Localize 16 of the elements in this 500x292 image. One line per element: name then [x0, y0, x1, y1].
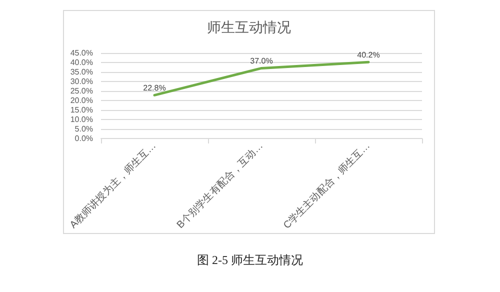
- chart-title: 师生互动情况: [207, 19, 291, 35]
- y-tick-label: 20.0%: [70, 96, 93, 105]
- y-tick-label: 45.0%: [70, 48, 93, 58]
- y-tick-label: 35.0%: [70, 67, 93, 76]
- data-label: 40.2%: [357, 50, 380, 60]
- caption: 图 2-5 师生互动情况: [196, 252, 304, 269]
- y-tick-label: 10.0%: [70, 114, 93, 124]
- y-tick-label: 30.0%: [70, 76, 93, 86]
- data-label: 22.8%: [143, 84, 166, 93]
- x-tick-label: C学生主动配合，师生互…: [281, 140, 372, 232]
- y-tick-label: 5.0%: [74, 124, 93, 134]
- x-tick-label: B个别学生有配合，互动…: [174, 140, 266, 231]
- y-tick-label: 40.0%: [70, 58, 93, 67]
- data-label: 37.0%: [250, 56, 273, 66]
- y-tick-label: 25.0%: [70, 86, 93, 96]
- y-tick-label: 15.0%: [70, 105, 93, 114]
